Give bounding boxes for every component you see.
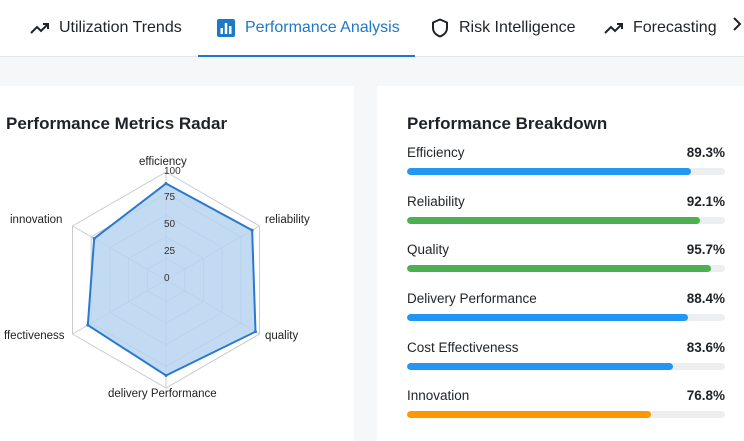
tab-bar: Utilization Trends Performance Analysis … <box>0 0 744 57</box>
radar-axis-quality: quality <box>265 330 299 342</box>
radar-axis-efficiency: efficiency <box>139 156 187 168</box>
metric-delivery-performance: Delivery Performance 88.4% <box>407 291 725 331</box>
metric-cost-effectiveness: Cost Effectiveness 83.6% <box>407 340 725 380</box>
radar-tick-50: 50 <box>164 219 176 230</box>
progress-fill <box>407 411 652 418</box>
metric-reliability: Reliability 92.1% <box>407 194 725 234</box>
radar-tick-100: 100 <box>164 166 181 177</box>
metric-value: 83.6% <box>686 340 725 355</box>
trending-up-icon <box>604 18 624 38</box>
metric-name: Efficiency <box>407 145 465 160</box>
metric-value: 92.1% <box>686 194 725 209</box>
metric-value: 76.8% <box>686 388 725 403</box>
metric-value: 95.7% <box>686 242 725 257</box>
progress-fill <box>407 314 689 321</box>
metric-name: Quality <box>407 242 450 257</box>
progress-track <box>407 265 725 272</box>
metric-name: Reliability <box>407 194 465 209</box>
radar-title: Performance Metrics Radar <box>6 114 228 133</box>
breakdown-title: Performance Breakdown <box>407 114 608 133</box>
radar-tick-75: 75 <box>164 192 176 203</box>
progress-track <box>407 363 725 370</box>
tab-label: Utilization Trends <box>59 19 182 36</box>
progress-fill <box>407 168 691 175</box>
radar-axis-delivery-performance: delivery Performance <box>108 388 217 400</box>
tab-risk-intelligence[interactable]: Risk Intelligence <box>430 0 576 56</box>
metric-innovation: Innovation 76.8% <box>407 388 725 428</box>
tab-label: Performance Analysis <box>245 19 400 36</box>
metric-value: 88.4% <box>686 291 725 306</box>
metric-efficiency: Efficiency 89.3% <box>407 145 725 185</box>
metric-name: Cost Effectiveness <box>407 340 519 355</box>
breakdown-card <box>377 86 744 441</box>
radar-tick-25: 25 <box>164 246 176 257</box>
tab-label: Risk Intelligence <box>459 19 576 36</box>
radar-point-efficiency <box>164 182 168 186</box>
radar-point-quality <box>254 330 258 334</box>
shield-icon <box>430 18 450 38</box>
bar-chart-icon <box>216 18 236 38</box>
radar-chart <box>71 171 261 389</box>
radar-tick-0: 0 <box>164 273 170 284</box>
progress-fill <box>407 217 700 224</box>
progress-fill <box>407 265 712 272</box>
radar-series-area <box>86 182 257 377</box>
tab-performance-analysis[interactable]: Performance Analysis <box>198 0 415 57</box>
radar-axis-cost-effectiveness: ffectiveness <box>4 330 65 342</box>
tab-utilization-trends[interactable]: Utilization Trends <box>30 0 182 56</box>
radar-axis-reliability: reliability <box>265 214 310 226</box>
metric-name: Innovation <box>407 388 470 403</box>
progress-track <box>407 314 725 321</box>
radar-axis-innovation: innovation <box>10 214 63 226</box>
trending-up-icon <box>30 18 50 38</box>
radar-point-delivery-performance <box>164 373 168 377</box>
metric-name: Delivery Performance <box>407 291 537 306</box>
radar-point-innovation <box>92 237 96 241</box>
radar-point-cost-effectiveness <box>86 323 90 327</box>
progress-track <box>407 168 725 175</box>
metric-value: 89.3% <box>686 145 725 160</box>
chevron-right-icon[interactable] <box>732 16 742 37</box>
tab-label: Forecasting <box>633 19 717 36</box>
radar-point-reliability <box>250 228 254 232</box>
tab-forecasting[interactable]: Forecasting <box>604 0 717 56</box>
progress-track <box>407 411 725 418</box>
metric-quality: Quality 95.7% <box>407 242 725 282</box>
progress-track <box>407 217 725 224</box>
progress-fill <box>407 363 673 370</box>
